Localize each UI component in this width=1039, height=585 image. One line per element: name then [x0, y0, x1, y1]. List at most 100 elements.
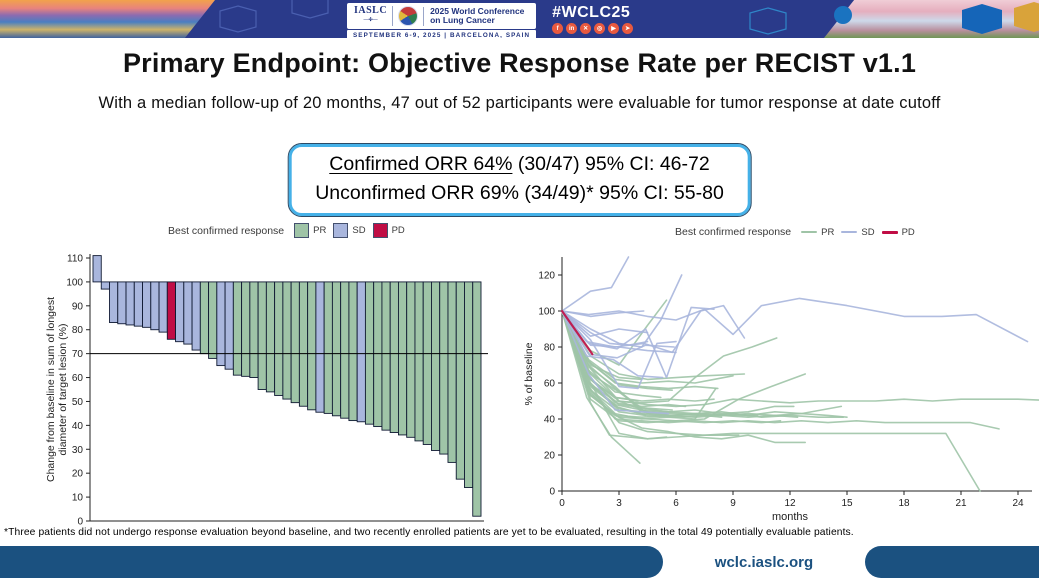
hashtag: #WCLC25 [552, 4, 631, 21]
facebook-icon[interactable]: f [552, 23, 564, 34]
conference-title: 2025 World Conference on Lung Cancer [423, 6, 524, 26]
series-sd [561, 310, 664, 379]
y-tick-label: 90 [72, 301, 84, 312]
series-sd [561, 256, 630, 312]
spider-plot: 0 20 40 60 80 100 120 0 3 6 9 12 15 18 21 24 % of baseli… [523, 256, 1039, 523]
bar-sd [315, 281, 325, 413]
bar-pr [340, 281, 350, 419]
series-sd [561, 310, 645, 318]
iaslc-logo-text: IASLC —✣— [354, 6, 394, 26]
subtitle: With a median follow-up of 20 months, 47… [98, 94, 941, 112]
x-tick-label: 21 [955, 498, 967, 509]
waterfall-chart: Best confirmed response PR SD PD 0 10 20 30… [40, 218, 510, 528]
pr-swatch-icon [294, 223, 310, 238]
x-tick-label: 12 [784, 498, 796, 509]
y-tick-label: 100 [538, 307, 555, 318]
y-tick-label: 80 [544, 343, 556, 354]
y-tick-label: 10 [72, 493, 84, 504]
series-pr [561, 310, 782, 424]
footer-url[interactable]: wclc.iaslc.org [714, 553, 814, 571]
bar-pr [422, 281, 432, 445]
barcelona-park-photo [0, 0, 215, 38]
bar-pr [472, 281, 482, 517]
series-pr [561, 310, 799, 418]
bar-pr [323, 281, 333, 414]
bar-sd [92, 255, 102, 283]
bar-pr [307, 281, 317, 411]
y-tick-label: 70 [72, 349, 84, 360]
x-tick-label: 9 [730, 498, 736, 509]
y-tick-label: 0 [549, 487, 555, 498]
bar-sd [224, 281, 234, 370]
legend-item-pr: PR [801, 227, 834, 238]
bar-sd [133, 281, 143, 327]
bar-pr [232, 281, 243, 376]
bar-pr [282, 281, 292, 400]
y-axis-label: Change from baseline in sum of longest [45, 297, 57, 482]
bottom-bar: wclc.iaslc.org [0, 546, 1039, 578]
series-pr [561, 310, 843, 417]
y-axis-label: diameter of target lesion (%) [57, 324, 69, 456]
footnote: *Three patients did not undergo response… [4, 527, 854, 538]
bar-sd [125, 281, 135, 326]
bar-pr [389, 281, 399, 433]
bar-pr [439, 281, 449, 455]
y-axis-label: % of baseline [523, 342, 535, 405]
bar-pr [290, 281, 300, 404]
instagram-icon[interactable]: ◎ [594, 23, 606, 34]
y-tick-label: 40 [544, 415, 556, 426]
x-tick-label: 0 [559, 498, 565, 509]
y-tick-label: 110 [67, 254, 83, 265]
social-icons-row: f in ✕ ◎ ▶ ➤ [552, 23, 634, 34]
bar-sd [117, 281, 127, 325]
series-sd [561, 310, 649, 337]
x-tick-label: 18 [898, 498, 910, 509]
bar-pr [208, 281, 218, 359]
bar-pr [274, 281, 284, 396]
series-pr [561, 310, 778, 404]
bar-pr [406, 281, 416, 438]
bar-pr [431, 281, 441, 451]
bar-pr [199, 281, 210, 355]
bar-pr [257, 281, 267, 390]
spider-legend: Best confirmed response PR SD PD [675, 226, 915, 238]
x-tick-label: 6 [673, 498, 679, 509]
bar-pr [414, 281, 424, 442]
sagrada-familia-photo [824, 0, 1039, 38]
youtube-icon[interactable]: ▶ [608, 23, 620, 34]
bar-pr [348, 281, 358, 422]
legend-item-pd: PD [372, 223, 405, 238]
share-icon[interactable]: ➤ [622, 23, 634, 34]
linkedin-icon[interactable]: in [566, 23, 578, 34]
bar-pr [373, 281, 383, 428]
series-pr [561, 310, 981, 492]
x-icon[interactable]: ✕ [580, 23, 592, 34]
y-tick-label: 80 [72, 325, 84, 336]
bar-sd [175, 281, 185, 343]
waterfall-legend: Best confirmed response PR SD PD [168, 223, 405, 238]
x-axis-label: months [772, 511, 809, 523]
x-tick-label: 24 [1012, 498, 1024, 509]
series-pr [561, 310, 1000, 430]
bar-sd [191, 281, 201, 351]
waterfall-plot: 0 10 20 30 40 50 60 70 80 90 100 110 Change from bas… [45, 254, 488, 528]
y-tick-label: 40 [72, 421, 84, 432]
bar-pr [241, 281, 251, 377]
bar-pd [166, 281, 177, 340]
bar-pr [447, 281, 457, 463]
sd-line-swatch-icon [841, 231, 858, 233]
bar-pr [364, 281, 375, 425]
series-sd [561, 310, 677, 390]
series-sd [561, 297, 1029, 343]
header-banner: IASLC —✣— 2025 World Conference on Lung C… [0, 0, 1039, 41]
legend-item-sd: SD [841, 227, 875, 238]
bar-sd [150, 281, 160, 331]
bar-sd [142, 281, 152, 328]
conference-date-banner: SEPTEMBER 6-9, 2025 | BARCELONA, SPAIN [347, 30, 537, 41]
bar-pr [381, 281, 391, 431]
series-sd [561, 310, 675, 359]
orr-callout-box: Confirmed ORR 64% (30/47) 95% CI: 46-72 … [287, 143, 752, 217]
spider-chart: Best confirmed response PR SD PD 0 20 40 60… [520, 218, 1039, 528]
y-tick-label: 20 [72, 469, 84, 480]
